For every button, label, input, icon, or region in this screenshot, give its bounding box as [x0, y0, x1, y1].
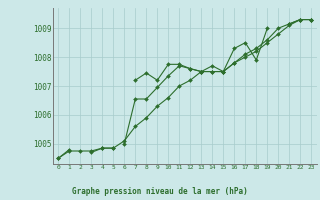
Text: Graphe pression niveau de la mer (hPa): Graphe pression niveau de la mer (hPa) — [72, 187, 248, 196]
